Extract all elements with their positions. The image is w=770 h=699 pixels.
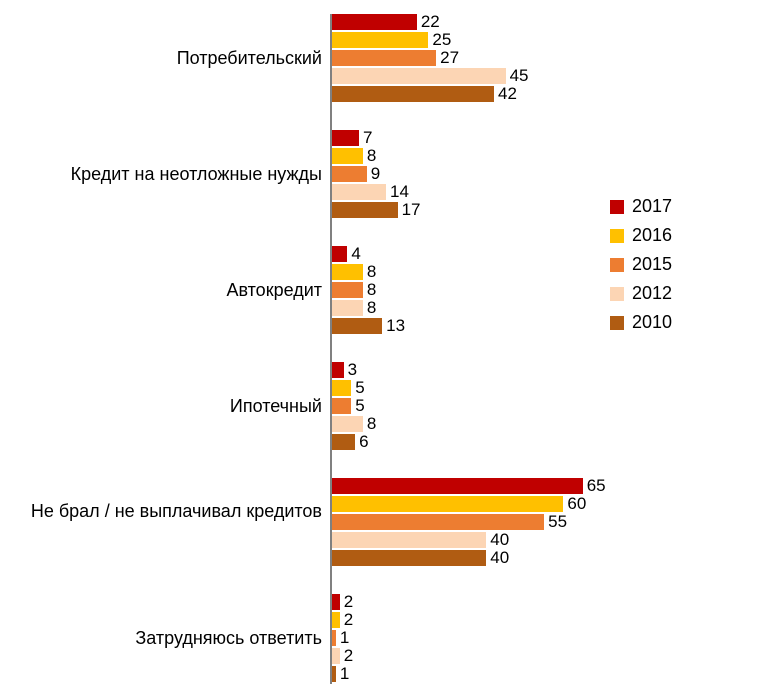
bar: [332, 14, 417, 30]
bar: [332, 398, 351, 414]
bar-value-label: 5: [355, 380, 364, 396]
bar-value-label: 60: [567, 496, 586, 512]
legend-item: 2015: [610, 254, 672, 275]
bar-value-label: 17: [402, 202, 421, 218]
bar: [332, 648, 340, 664]
bar-value-label: 1: [340, 630, 349, 646]
legend-label: 2016: [632, 225, 672, 246]
bar-value-label: 8: [367, 282, 376, 298]
bar: [332, 50, 436, 66]
legend-item: 2010: [610, 312, 672, 333]
bar-value-label: 40: [490, 532, 509, 548]
bar-value-label: 8: [367, 264, 376, 280]
bar-value-label: 2: [344, 612, 353, 628]
bar: [332, 514, 544, 530]
category-label: Не брал / не выплачивал кредитов: [22, 501, 322, 523]
bar: [332, 148, 363, 164]
bar-value-label: 55: [548, 514, 567, 530]
bar: [332, 318, 382, 334]
category-label: Автокредит: [22, 280, 322, 302]
legend-item: 2017: [610, 196, 672, 217]
bar-value-label: 65: [587, 478, 606, 494]
legend: 2017 2016 2015 2012 2010: [610, 196, 672, 341]
category-label: Ипотечный: [22, 396, 322, 418]
bar-value-label: 27: [440, 50, 459, 66]
bar: [332, 416, 363, 432]
bar: [332, 630, 336, 646]
bar: [332, 612, 340, 628]
bar: [332, 282, 363, 298]
bar-value-label: 8: [367, 300, 376, 316]
plot-area: 2225274542789141748881335586656055404022…: [330, 14, 600, 684]
legend-item: 2016: [610, 225, 672, 246]
bar-value-label: 1: [340, 666, 349, 682]
legend-swatch: [610, 229, 624, 243]
category-label: Кредит на неотложные нужды: [22, 164, 322, 186]
bar: [332, 594, 340, 610]
legend-label: 2017: [632, 196, 672, 217]
bar: [332, 362, 344, 378]
bar-value-label: 2: [344, 594, 353, 610]
bar-value-label: 8: [367, 416, 376, 432]
bar: [332, 550, 486, 566]
bar-value-label: 5: [355, 398, 364, 414]
bar-value-label: 7: [363, 130, 372, 146]
bar: [332, 86, 494, 102]
legend-label: 2015: [632, 254, 672, 275]
legend-swatch: [610, 287, 624, 301]
bar-value-label: 3: [348, 362, 357, 378]
bar-value-label: 13: [386, 318, 405, 334]
category-label: Затрудняюсь ответить: [22, 628, 322, 650]
bar: [332, 32, 428, 48]
bar: [332, 434, 355, 450]
legend-swatch: [610, 258, 624, 272]
bar-value-label: 9: [371, 166, 380, 182]
bar: [332, 478, 583, 494]
legend-item: 2012: [610, 283, 672, 304]
bar: [332, 246, 347, 262]
bar: [332, 184, 386, 200]
bar-value-label: 42: [498, 86, 517, 102]
bar-value-label: 40: [490, 550, 509, 566]
bar-value-label: 25: [432, 32, 451, 48]
bar: [332, 496, 563, 512]
bar-value-label: 22: [421, 14, 440, 30]
bar: [332, 666, 336, 682]
bar: [332, 380, 351, 396]
bar-value-label: 6: [359, 434, 368, 450]
bar-value-label: 45: [510, 68, 529, 84]
legend-swatch: [610, 316, 624, 330]
y-axis-line: [330, 14, 332, 684]
bar-value-label: 14: [390, 184, 409, 200]
bar-value-label: 2: [344, 648, 353, 664]
bar: [332, 202, 398, 218]
credit-types-chart: 2225274542789141748881335586656055404022…: [0, 0, 770, 699]
bar-value-label: 8: [367, 148, 376, 164]
legend-label: 2012: [632, 283, 672, 304]
bar: [332, 68, 506, 84]
bar: [332, 264, 363, 280]
category-label: Потребительский: [22, 48, 322, 70]
bar: [332, 532, 486, 548]
legend-swatch: [610, 200, 624, 214]
bar: [332, 166, 367, 182]
bar: [332, 130, 359, 146]
legend-label: 2010: [632, 312, 672, 333]
bar: [332, 300, 363, 316]
bar-value-label: 4: [351, 246, 360, 262]
